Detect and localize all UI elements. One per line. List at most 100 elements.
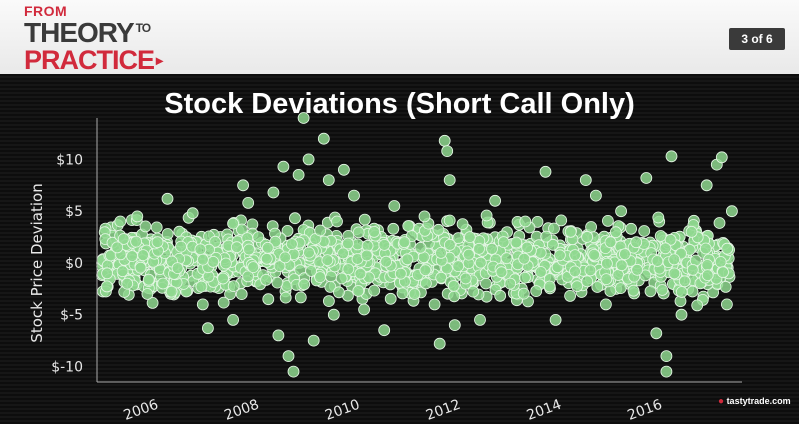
band-point [535, 266, 547, 278]
data-point [474, 313, 486, 326]
brand-practice-text: PRACTICE [24, 45, 155, 75]
band-point [448, 290, 461, 303]
band-point [518, 252, 531, 265]
data-point [141, 288, 154, 300]
data-point [186, 207, 199, 220]
band-point [555, 214, 568, 227]
data-point [292, 168, 305, 181]
data-point [217, 272, 229, 285]
band-point [604, 236, 617, 249]
band-point [713, 217, 726, 229]
band-point [134, 261, 147, 274]
band-point [380, 255, 393, 268]
band-point [467, 285, 480, 298]
band-point [602, 214, 614, 227]
band-point [497, 236, 510, 249]
band-point [588, 248, 600, 261]
band-point [699, 242, 712, 255]
band-point [678, 275, 691, 288]
data-point [726, 205, 738, 218]
band-point [196, 253, 209, 266]
band-point [554, 249, 566, 262]
band-point [691, 299, 704, 312]
band-point [530, 285, 543, 298]
band-point [584, 264, 597, 277]
data-point [121, 277, 134, 290]
data-point [388, 200, 401, 212]
data-point [600, 298, 612, 311]
band-point [360, 249, 373, 262]
band-point [394, 267, 407, 280]
band-point [581, 231, 593, 243]
data-point [398, 236, 411, 249]
band-point [157, 277, 170, 290]
band-point [686, 263, 699, 276]
data-point [337, 163, 350, 176]
band-point [335, 272, 348, 285]
band-point [462, 248, 475, 261]
band-point [314, 271, 327, 284]
band-point [540, 230, 553, 243]
band-point [273, 260, 286, 273]
band-point [101, 280, 113, 293]
band-point [116, 265, 129, 278]
data-point [111, 241, 124, 254]
page-indicator: 3 of 6 [729, 28, 785, 50]
data-point [615, 205, 627, 218]
band-point [668, 267, 681, 280]
data-point [700, 179, 713, 192]
band-point [331, 215, 343, 228]
chart-title: Stock Deviations (Short Call Only) [164, 88, 635, 120]
band-point [452, 232, 465, 245]
band-point [600, 273, 613, 286]
data-point [277, 160, 290, 173]
band-point [414, 241, 427, 254]
data-point [433, 337, 446, 350]
data-point [579, 174, 592, 187]
watermark: ● tastytrade.com [718, 396, 791, 407]
data-point [660, 350, 673, 363]
brand-logo: FROM THEORY TO PRACTICE ▸ [24, 3, 163, 75]
band-point [668, 253, 681, 266]
data-point [590, 189, 602, 202]
data-point [650, 327, 663, 340]
band-point [517, 287, 530, 300]
data-point [489, 194, 502, 207]
data-point [660, 365, 673, 378]
band-point [585, 221, 597, 233]
data-point [171, 262, 184, 275]
band-point [615, 259, 628, 272]
y-ticks: $10 $5 $0 $-5 $-10 [51, 152, 83, 375]
data-point [418, 210, 431, 223]
brand-theory: THEORY TO [24, 19, 162, 47]
band-point [114, 215, 127, 228]
band-point [604, 285, 617, 298]
play-arrow-icon: ▸ [156, 52, 163, 68]
data-point [282, 350, 295, 363]
x-tick-label: 2006 [122, 397, 161, 424]
band-point [361, 239, 374, 252]
band-point [130, 235, 143, 248]
band-point [531, 215, 544, 228]
band-point [721, 242, 734, 255]
band-point [235, 223, 248, 236]
data-point [378, 324, 391, 337]
band-point [452, 260, 465, 273]
data-point [131, 210, 144, 223]
data-point [267, 186, 280, 199]
data-point [287, 365, 300, 378]
band-point [719, 280, 732, 293]
band-point [396, 287, 409, 300]
brand-practice: PRACTICE ▸ [24, 45, 163, 75]
band-point [358, 213, 371, 226]
band-point [271, 276, 284, 289]
band-point [209, 235, 222, 248]
y-tick-label: $-5 [60, 308, 83, 324]
data-point [448, 319, 461, 332]
band-point [368, 284, 381, 297]
band-point [117, 233, 130, 245]
band-point [612, 269, 625, 281]
data-point [348, 189, 360, 202]
brand-from: FROM [24, 3, 68, 19]
